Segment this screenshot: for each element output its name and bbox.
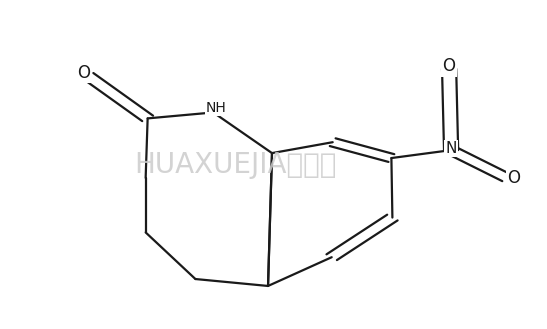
Text: O: O [443, 57, 456, 75]
Text: HUAXUEJIA化学加: HUAXUEJIA化学加 [134, 150, 336, 179]
Text: N: N [445, 141, 457, 156]
Text: O: O [507, 169, 520, 187]
Text: O: O [77, 64, 90, 82]
Text: NH: NH [206, 101, 226, 115]
